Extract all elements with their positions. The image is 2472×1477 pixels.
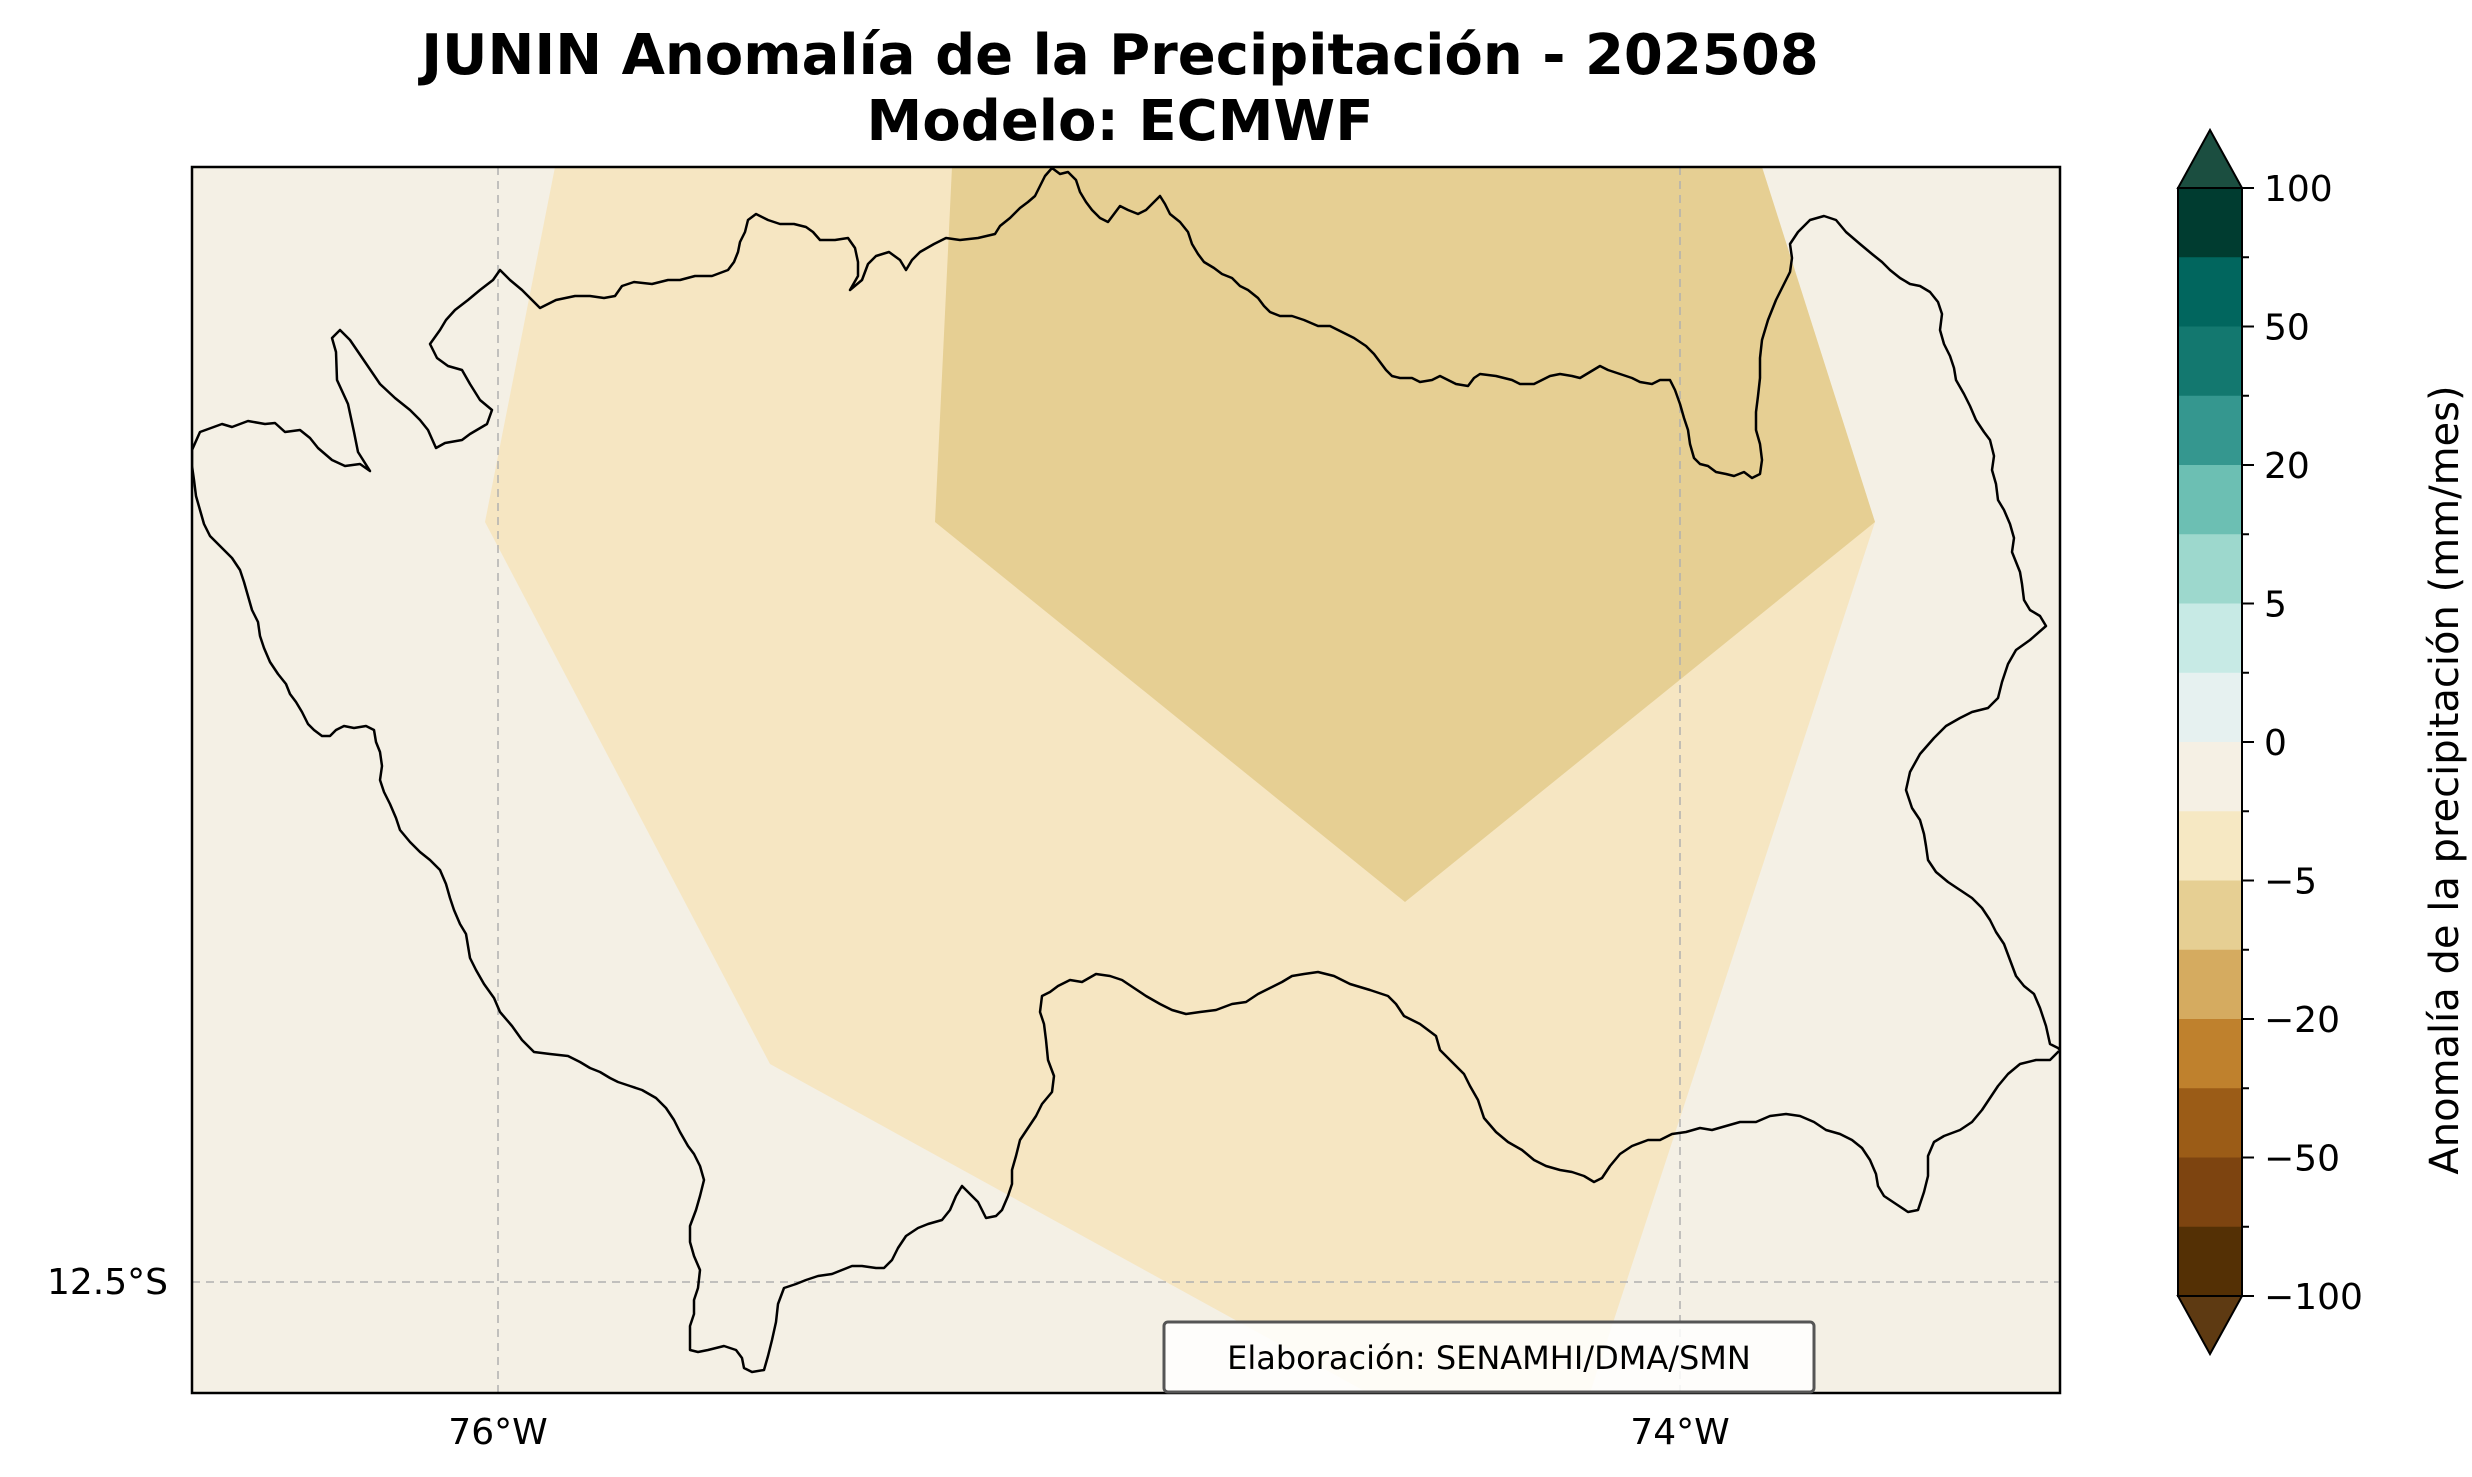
colorbar-segment bbox=[2178, 880, 2242, 951]
colorbar-tick-label: −5 bbox=[2264, 862, 2317, 903]
junin-boundary bbox=[192, 167, 2060, 1374]
x-tick-label-76w: 76°W bbox=[448, 1412, 547, 1453]
colorbar-segment bbox=[2178, 672, 2242, 743]
colorbar-segment bbox=[2178, 257, 2242, 327]
colorbar-tick-label: −50 bbox=[2264, 1139, 2340, 1180]
map-frame bbox=[190, 165, 2062, 1395]
colorbar-extend-max bbox=[2176, 127, 2244, 189]
colorbar-segment bbox=[2178, 1019, 2242, 1089]
anomaly-zone-dark bbox=[935, 167, 1875, 902]
map-panel bbox=[192, 167, 2060, 1393]
colorbar-tick-label: 50 bbox=[2264, 308, 2310, 349]
map-title-line2: Modelo: ECMWF bbox=[867, 89, 1374, 154]
colorbar-segment bbox=[2178, 1088, 2242, 1158]
y-tick-label-12-5s: 12.5°S bbox=[47, 1262, 168, 1303]
map-title-line1: JUNIN Anomalía de la Precipitación - 202… bbox=[417, 23, 1819, 88]
colorbar-segment bbox=[2178, 1226, 2242, 1297]
colorbar-segment bbox=[2178, 949, 2242, 1020]
colorbar-segment bbox=[2178, 1157, 2242, 1228]
colorbar-tick-label: −20 bbox=[2264, 1000, 2340, 1041]
colorbar-tick-label: 0 bbox=[2264, 723, 2287, 764]
colorbar-segment bbox=[2178, 326, 2242, 397]
colorbar-segment bbox=[2178, 465, 2242, 535]
colorbar-tick-label: 100 bbox=[2264, 169, 2333, 210]
colorbar-segment bbox=[2178, 395, 2242, 466]
colorbar-segment bbox=[2178, 603, 2242, 674]
credit-box: Elaboración: SENAMHI/DMA/SMN bbox=[1162, 1320, 1816, 1394]
colorbar-segment bbox=[2178, 534, 2242, 604]
x-tick-label-74w: 74°W bbox=[1630, 1412, 1729, 1453]
colorbar-label: Anomalía de la precipitación (mm/mes) bbox=[2422, 385, 2468, 1174]
colorbar-segment bbox=[2178, 188, 2242, 258]
colorbar-tick-label: 20 bbox=[2264, 446, 2310, 487]
colorbar-segment bbox=[2178, 742, 2242, 812]
colorbar-tick-label: −100 bbox=[2264, 1277, 2363, 1318]
colorbar-extend-min bbox=[2176, 1295, 2244, 1357]
colorbar-segment bbox=[2178, 811, 2242, 881]
credit-text: Elaboración: SENAMHI/DMA/SMN bbox=[1227, 1339, 1751, 1377]
colorbar-tick-label: 5 bbox=[2264, 585, 2287, 626]
